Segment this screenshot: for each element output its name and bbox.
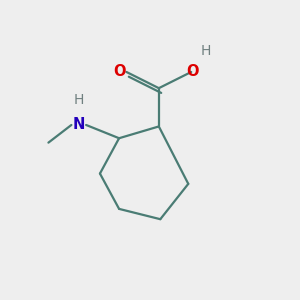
Text: H: H	[74, 93, 84, 107]
Text: H: H	[201, 44, 211, 58]
Text: O: O	[113, 64, 125, 80]
Text: N: N	[73, 118, 85, 133]
Text: O: O	[186, 64, 199, 80]
